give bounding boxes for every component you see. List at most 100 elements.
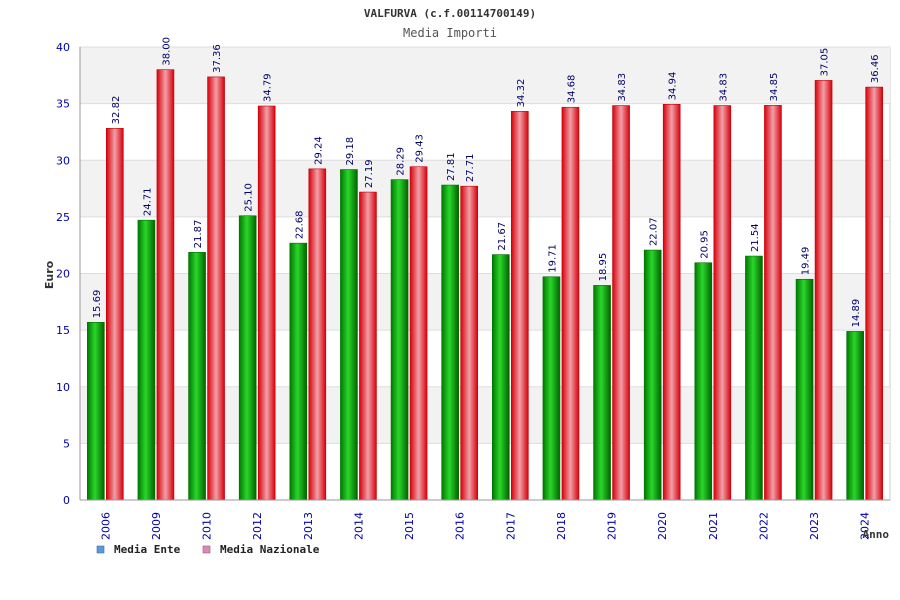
value-label: 29.24 [313, 136, 324, 165]
value-label: 22.68 [294, 211, 305, 240]
bar-media-nazionale [257, 105, 276, 501]
bar-media-nazionale [409, 166, 428, 501]
value-label: 29.43 [415, 134, 426, 163]
y-tick-label: 20 [56, 268, 70, 281]
x-axis: 2006 2009 2010 2012 2013 2014 2015 2016 2017 2018… [99, 512, 871, 540]
bar-media-ente [137, 219, 156, 501]
bar-media-ente [694, 262, 713, 501]
bar-media-ente [643, 249, 662, 501]
x-tick-label: 2014 [352, 512, 365, 540]
value-label: 24.71 [142, 188, 153, 217]
value-label: 27.19 [364, 159, 375, 188]
x-tick-label: 2018 [555, 512, 568, 540]
value-label: 36.46 [870, 54, 881, 83]
bar-media-ente [795, 278, 814, 501]
x-tick-label: 2023 [808, 512, 821, 540]
y-tick-label: 5 [63, 437, 70, 450]
value-label: 34.79 [263, 73, 274, 102]
bar-media-nazionale [106, 128, 124, 501]
bar-media-ente [492, 254, 510, 501]
legend-swatch-media-nazionale [202, 545, 211, 554]
bar-media-nazionale [561, 106, 580, 501]
chart-subtitle: Media Importi [403, 26, 497, 40]
legend: Media Ente Media Nazionale [96, 543, 320, 556]
bars-group [87, 69, 883, 501]
bar-media-nazionale [207, 76, 225, 501]
value-label: 29.18 [345, 137, 356, 166]
x-tick-label: 2022 [757, 512, 770, 540]
bar-media-nazionale [865, 86, 883, 501]
x-axis-label: Anno [863, 528, 890, 541]
bar-media-nazionale [511, 111, 529, 501]
value-label: 27.71 [465, 154, 476, 183]
y-tick-label: 30 [56, 154, 70, 167]
bar-media-nazionale [460, 185, 478, 501]
value-label: 22.07 [649, 217, 660, 246]
value-label: 34.83 [718, 73, 729, 102]
value-label: 21.54 [750, 223, 761, 252]
value-label: 21.87 [193, 220, 204, 249]
x-tick-label: 2016 [454, 512, 467, 540]
value-label: 18.95 [598, 253, 609, 282]
y-axis-label: Euro [43, 260, 56, 289]
legend-swatch-media-ente [96, 545, 105, 554]
x-tick-label: 2015 [403, 512, 416, 540]
value-label: 34.85 [769, 73, 780, 102]
value-label: 34.83 [617, 73, 628, 102]
bar-media-ente [238, 215, 257, 501]
x-tick-label: 2009 [150, 512, 163, 540]
value-labels-group: 15.69 32.82 24.71 38.00 21.87 37.36 25.10 34.79… [92, 37, 881, 327]
legend-label-media-ente: Media Ente [114, 543, 181, 556]
bar-media-nazionale [308, 168, 327, 501]
bar-media-ente [390, 179, 409, 501]
bar-media-nazionale [156, 69, 175, 501]
bar-media-nazionale [814, 80, 833, 501]
legend-label-media-nazionale: Media Nazionale [220, 543, 320, 556]
bar-media-nazionale [662, 104, 681, 501]
y-tick-label: 15 [56, 324, 70, 337]
x-tick-label: 2006 [99, 512, 112, 540]
value-label: 25.10 [244, 183, 255, 212]
value-label: 37.05 [820, 48, 831, 77]
x-tick-label: 2012 [251, 512, 264, 540]
x-tick-label: 2013 [302, 512, 315, 540]
chart-title: VALFURVA (c.f.00114700149) [364, 7, 536, 20]
value-label: 15.69 [92, 290, 103, 319]
y-tick-label: 25 [56, 211, 70, 224]
y-tick-label: 0 [63, 494, 70, 507]
value-label: 34.32 [516, 79, 527, 108]
value-label: 34.68 [566, 75, 577, 104]
bar-media-ente [340, 169, 358, 501]
x-tick-label: 2010 [201, 512, 214, 540]
value-label: 37.36 [212, 44, 223, 73]
value-label: 28.29 [396, 147, 407, 176]
x-tick-label: 2017 [504, 512, 517, 540]
x-tick-label: 2024 [859, 512, 872, 540]
value-label: 34.94 [668, 72, 679, 101]
x-tick-label: 2020 [656, 512, 669, 540]
bar-media-ente [745, 255, 763, 501]
bar-media-ente [87, 322, 105, 501]
value-label: 20.95 [699, 230, 710, 259]
value-label: 19.49 [801, 247, 812, 276]
value-label: 38.00 [161, 37, 172, 66]
x-tick-label: 2021 [707, 512, 720, 540]
value-label: 14.89 [851, 299, 862, 328]
y-tick-label: 35 [56, 98, 70, 111]
bar-media-nazionale [359, 191, 377, 501]
y-tick-label: 10 [56, 381, 70, 394]
y-axis: 0 5 10 15 20 25 30 35 40 [56, 41, 890, 507]
bar-media-nazionale [764, 105, 782, 501]
bar-media-ente [542, 276, 561, 501]
value-label: 21.67 [497, 222, 508, 251]
bar-media-nazionale [713, 105, 732, 501]
value-label: 19.71 [547, 244, 558, 273]
bar-media-ente [188, 252, 206, 501]
value-label: 32.82 [111, 96, 122, 125]
value-label: 27.81 [446, 152, 457, 181]
y-tick-label: 40 [56, 41, 70, 54]
bar-media-ente [441, 184, 459, 501]
x-tick-label: 2019 [606, 512, 619, 540]
bar-media-ente [846, 331, 864, 501]
